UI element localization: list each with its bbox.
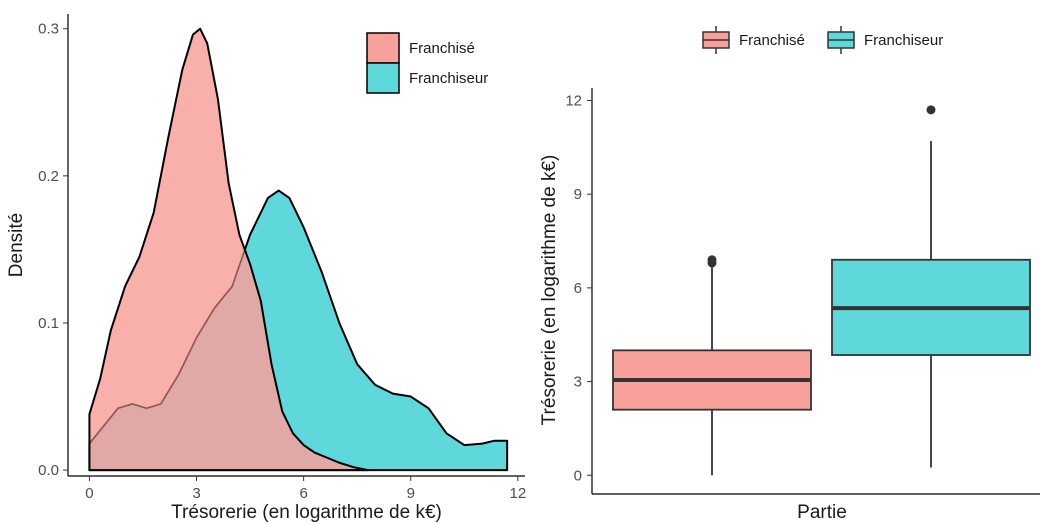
x-tick-label: 3 <box>192 485 200 502</box>
legend-label: Franchisé <box>739 32 805 49</box>
y-tick-label: 0.1 <box>38 315 59 332</box>
legend-label: Franchiseur <box>864 32 943 49</box>
density-outline-franchiseur <box>88 189 508 471</box>
legend-key <box>366 62 400 94</box>
x-axis-title: Trésorerie (en logarithme de k€) <box>171 502 442 523</box>
y-tick-label: 0.3 <box>38 21 59 38</box>
density-plot: 0 3 6 9 12 0.0 0.1 0.2 0.3 Trésorerie (en logarit… <box>6 14 526 523</box>
x-tick-label: 0 <box>85 485 93 502</box>
y-tick-label: 12 <box>565 92 582 109</box>
x-tick-label: 9 <box>407 485 415 502</box>
outlier-point-franchise <box>707 255 717 265</box>
y-axis-title: Trésorerie (en logarithme de k€) <box>539 155 560 426</box>
x-tick-label: 6 <box>299 485 307 502</box>
y-tick-label: 3 <box>574 374 582 391</box>
y-tick-label: 9 <box>574 186 582 203</box>
legend-key <box>366 32 400 64</box>
outlier-point-franchiseur <box>926 105 936 115</box>
y-tick-label: 0 <box>574 467 582 484</box>
x-axis-title: Partie <box>797 502 847 523</box>
y-tick-label: 0.0 <box>38 462 59 479</box>
legend-label: Franchiseur <box>409 70 488 87</box>
y-tick-label: 0.2 <box>38 168 59 185</box>
y-axis-title: Densité <box>6 213 27 277</box>
legend-label: Franchisé <box>409 40 475 57</box>
x-tick-label: 12 <box>510 485 527 502</box>
box-plot: 0 3 6 9 12 Partie Trésorerie (en logarithme de… <box>539 26 1040 523</box>
density-area-franchise <box>88 27 369 472</box>
y-tick-label: 6 <box>574 280 582 297</box>
